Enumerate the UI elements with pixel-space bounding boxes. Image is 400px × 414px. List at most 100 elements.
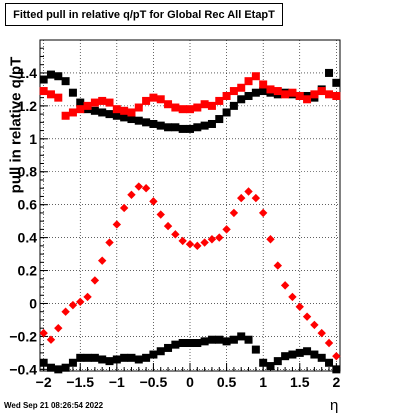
data-point-series-3	[149, 350, 158, 359]
data-point-series-3	[46, 363, 55, 372]
y-tick-label: 0	[29, 295, 37, 311]
data-point-series-2	[325, 90, 334, 99]
data-point-series-4	[112, 220, 122, 229]
data-point-series-2	[281, 90, 290, 99]
x-tick-label: −0.5	[140, 374, 168, 390]
data-point-series-4	[90, 276, 100, 285]
data-point-series-1	[200, 121, 209, 130]
data-point-series-1	[120, 113, 129, 122]
data-point-series-3	[112, 355, 121, 364]
data-point-series-1	[207, 119, 216, 128]
x-axis-label: η	[330, 397, 339, 414]
x-tick-label: 1	[259, 374, 267, 390]
data-point-series-3	[273, 357, 282, 366]
data-point-series-3	[237, 332, 246, 341]
data-point-series-4	[141, 184, 151, 193]
data-point-series-2	[222, 91, 231, 100]
data-point-series-4	[68, 300, 78, 310]
data-point-series-4	[332, 351, 341, 361]
data-point-series-1	[39, 75, 48, 84]
data-point-series-2	[68, 108, 77, 117]
data-point-series-3	[83, 353, 92, 362]
y-tick-label: 0.6	[18, 197, 38, 213]
data-point-series-3	[215, 335, 224, 344]
data-point-series-1	[244, 91, 253, 100]
data-point-series-3	[186, 339, 194, 348]
data-point-series-3	[98, 355, 107, 364]
data-point-series-4	[310, 320, 319, 330]
data-point-series-4	[39, 328, 48, 338]
data-point-series-1	[229, 101, 238, 110]
data-point-series-1	[90, 106, 99, 115]
data-point-series-4	[156, 210, 165, 219]
data-point-series-2	[76, 105, 85, 114]
data-point-series-2	[39, 87, 48, 96]
data-point-series-2	[186, 105, 194, 114]
data-point-series-1	[112, 111, 121, 120]
data-point-series-4	[54, 323, 63, 333]
data-point-series-3	[229, 335, 238, 344]
data-point-series-4	[61, 307, 70, 316]
data-point-series-4	[193, 241, 202, 251]
x-tick-label: −1	[109, 374, 125, 390]
data-point-series-4	[207, 235, 217, 244]
data-point-series-3	[222, 337, 231, 346]
data-point-series-3	[281, 352, 290, 361]
data-point-series-4	[163, 221, 173, 231]
data-point-series-1	[259, 87, 268, 96]
data-point-series-1	[54, 72, 63, 81]
y-tick-label: 0.8	[18, 164, 38, 180]
data-point-series-3	[317, 353, 326, 362]
data-point-series-3	[259, 358, 268, 367]
data-point-series-2	[215, 96, 224, 105]
data-point-series-4	[134, 182, 143, 191]
data-point-series-1	[76, 98, 85, 107]
data-point-series-3	[303, 347, 312, 356]
data-point-series-2	[142, 96, 151, 105]
data-markers	[39, 68, 341, 374]
data-point-series-4	[251, 193, 261, 203]
data-point-series-3	[127, 353, 136, 362]
data-point-series-1	[332, 78, 341, 87]
data-point-series-2	[83, 101, 92, 110]
y-axis-label: pull in relative q/pT	[7, 56, 25, 194]
data-point-series-1	[68, 88, 77, 97]
data-point-series-2	[61, 111, 70, 120]
data-point-series-3	[156, 347, 165, 356]
data-point-series-1	[149, 119, 158, 128]
data-point-series-4	[127, 190, 136, 199]
data-point-series-2	[273, 87, 282, 96]
data-point-series-1	[134, 116, 143, 125]
data-point-series-2	[178, 105, 187, 114]
data-point-series-2	[303, 95, 312, 104]
data-point-series-4	[273, 261, 283, 270]
y-tick-label: 1	[29, 131, 37, 147]
data-point-series-3	[120, 353, 129, 362]
data-point-series-3	[288, 350, 297, 359]
data-point-series-4	[171, 230, 180, 239]
data-point-series-4	[324, 338, 334, 348]
data-point-series-1	[164, 123, 173, 132]
data-point-series-2	[149, 93, 158, 102]
data-point-series-2	[90, 98, 99, 107]
data-point-series-2	[134, 103, 143, 112]
data-point-series-3	[61, 363, 70, 372]
data-point-series-4	[258, 208, 268, 218]
data-point-series-3	[90, 353, 99, 362]
data-point-series-2	[207, 101, 216, 110]
data-point-series-4	[295, 302, 304, 311]
data-point-series-2	[193, 103, 202, 112]
data-point-series-3	[54, 365, 63, 374]
data-point-series-3	[134, 355, 143, 364]
data-point-series-1	[127, 115, 136, 124]
data-point-series-2	[295, 91, 304, 100]
data-point-series-3	[68, 358, 77, 367]
data-point-series-3	[325, 358, 334, 367]
chart-title: Fitted pull in relative q/pT for Global …	[13, 9, 275, 21]
x-tick-label: 0	[186, 374, 194, 390]
y-tick-label: 0.4	[18, 230, 38, 246]
data-point-series-4	[185, 239, 195, 249]
data-point-series-4	[266, 235, 275, 244]
data-point-series-1	[46, 70, 55, 79]
x-tick-label: −2	[36, 374, 52, 390]
